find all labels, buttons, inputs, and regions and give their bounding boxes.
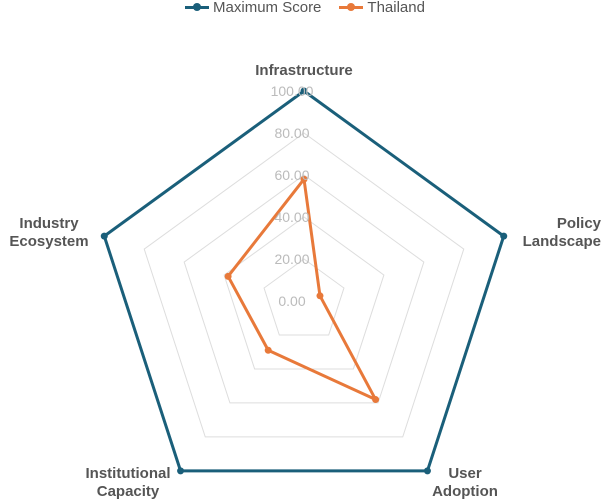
tick-label-1: 20.00 — [274, 251, 309, 267]
tick-label-4: 80.00 — [274, 125, 309, 141]
data-point-maximum-score-4[interactable] — [100, 232, 108, 240]
radar-tick-labels: 0.00 20.00 40.00 60.00 80.00 100.00 — [271, 83, 314, 309]
data-point-thailand-0[interactable] — [300, 175, 308, 183]
grid-ring-5 — [103, 90, 505, 472]
grid-ring-3 — [183, 174, 425, 404]
radar-series — [100, 87, 508, 475]
data-point-maximum-score-3[interactable] — [177, 467, 185, 475]
axis-label-4: Industry Ecosystem — [9, 215, 88, 250]
legend-swatch-maximum-score — [185, 1, 210, 13]
axis-label-2: User Adoption — [432, 465, 498, 500]
data-point-maximum-score-0[interactable] — [300, 87, 308, 95]
series-line-thailand — [226, 177, 378, 402]
legend: Maximum Score Thailand — [0, 0, 610, 17]
tick-label-2: 40.00 — [274, 209, 309, 225]
series-line-maximum-score — [102, 89, 506, 473]
data-point-thailand-1[interactable] — [316, 292, 324, 300]
radar-grid — [103, 90, 505, 472]
data-point-maximum-score-1[interactable] — [500, 232, 508, 240]
data-point-thailand-2[interactable] — [372, 396, 380, 404]
legend-item-maximum-score[interactable]: Maximum Score — [185, 0, 321, 16]
tick-label-0: 0.00 — [278, 293, 305, 309]
data-point-thailand-4[interactable] — [224, 272, 232, 280]
data-point-thailand-3[interactable] — [264, 346, 272, 354]
axis-label-1: Policy Landscape — [523, 215, 602, 250]
grid-ring-4 — [143, 132, 465, 438]
radar-axis-labels: Infrastructure Policy Landscape User Adoptio… — [9, 62, 601, 500]
legend-label-thailand: Thailand — [367, 0, 425, 16]
axis-label-3: Institutional Capacity — [86, 465, 171, 500]
tick-label-5: 100.00 — [271, 83, 314, 99]
legend-label-maximum-score: Maximum Score — [213, 0, 322, 16]
legend-swatch-thailand — [339, 1, 364, 13]
tick-label-3: 60.00 — [274, 167, 309, 183]
axis-label-0: Infrastructure — [255, 62, 353, 79]
grid-ring-1 — [263, 258, 345, 336]
legend-item-thailand[interactable]: Thailand — [339, 0, 425, 16]
data-point-maximum-score-2[interactable] — [423, 467, 431, 475]
